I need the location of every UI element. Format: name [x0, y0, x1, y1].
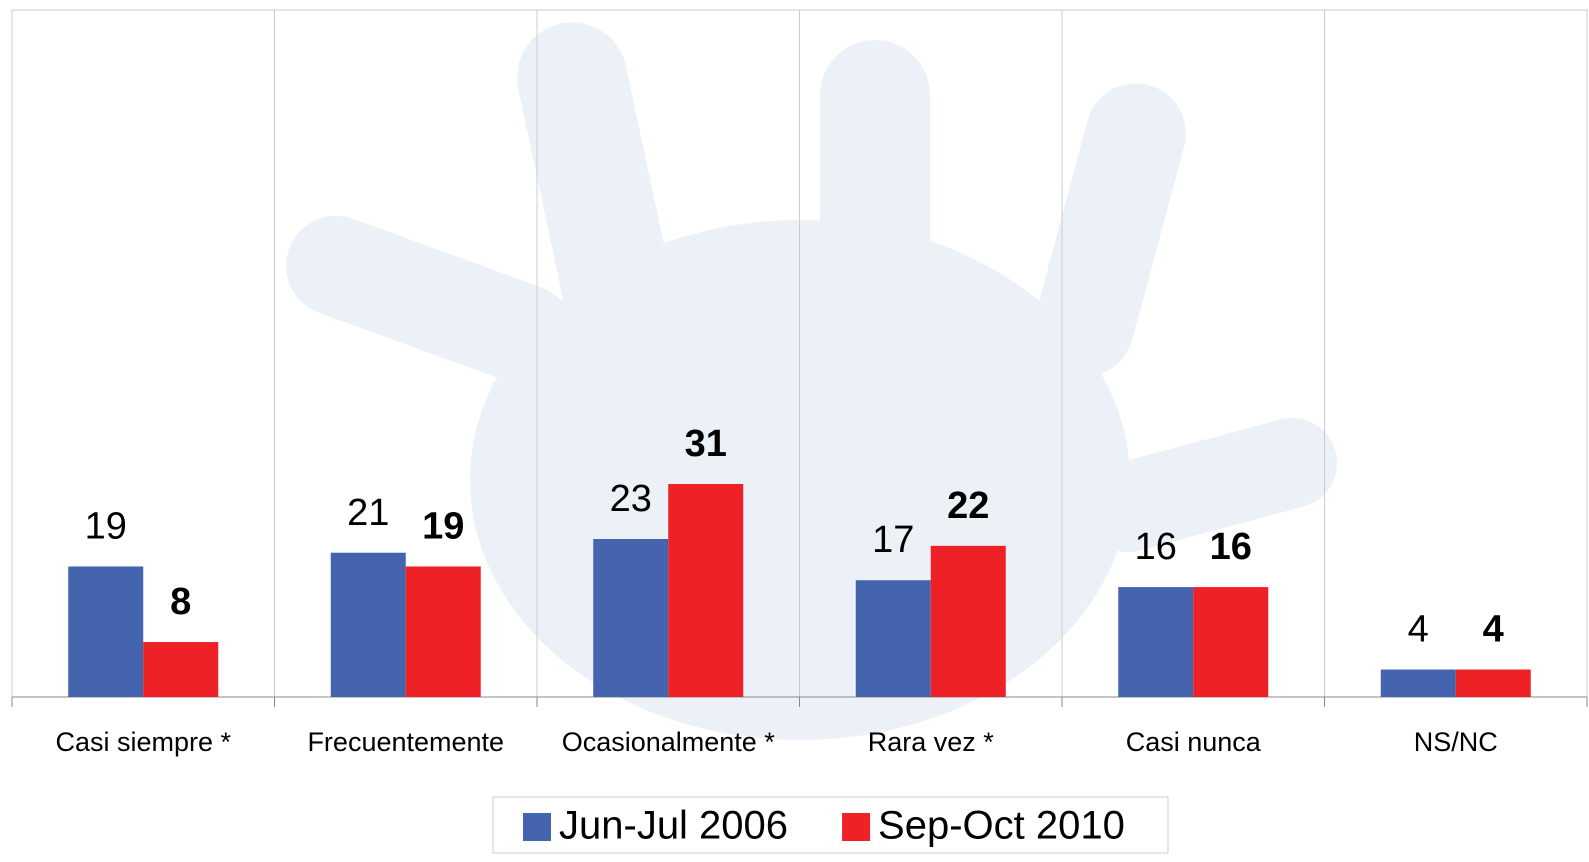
data-label: 16 — [1135, 526, 1177, 568]
data-label: 17 — [872, 519, 914, 561]
bar — [1193, 587, 1269, 697]
data-label: 23 — [610, 478, 652, 520]
data-label: 4 — [1408, 609, 1429, 651]
bar — [330, 552, 406, 697]
bar — [930, 545, 1006, 697]
data-label: 22 — [947, 485, 989, 527]
data-label: 8 — [170, 581, 191, 623]
legend-label: Jun-Jul 2006 — [559, 804, 788, 848]
data-label: 19 — [85, 506, 127, 548]
data-label: 16 — [1210, 526, 1252, 568]
bar — [1455, 669, 1531, 697]
bar — [1118, 587, 1194, 697]
x-tick-label: Casi siempre * — [55, 727, 231, 757]
legend-label: Sep-Oct 2010 — [878, 804, 1125, 848]
bar — [593, 538, 669, 697]
legend-swatch — [842, 813, 871, 841]
bar — [68, 566, 144, 697]
x-tick-label: Casi nunca — [1126, 727, 1262, 757]
data-label: 31 — [685, 423, 727, 465]
bar — [668, 484, 744, 697]
bar — [855, 580, 931, 697]
bar — [143, 642, 219, 697]
legend-swatch — [523, 813, 551, 841]
x-tick-label: NS/NC — [1414, 727, 1498, 757]
data-label: 19 — [422, 506, 464, 548]
x-tick-label: Frecuentemente — [307, 727, 504, 757]
bar — [1380, 669, 1456, 697]
x-tick-label: Ocasionalmente * — [562, 727, 776, 757]
data-label: 4 — [1483, 609, 1504, 651]
x-tick-label: Rara vez * — [868, 727, 995, 757]
data-label: 21 — [347, 492, 389, 534]
legend — [492, 796, 1169, 854]
bar — [405, 566, 481, 697]
